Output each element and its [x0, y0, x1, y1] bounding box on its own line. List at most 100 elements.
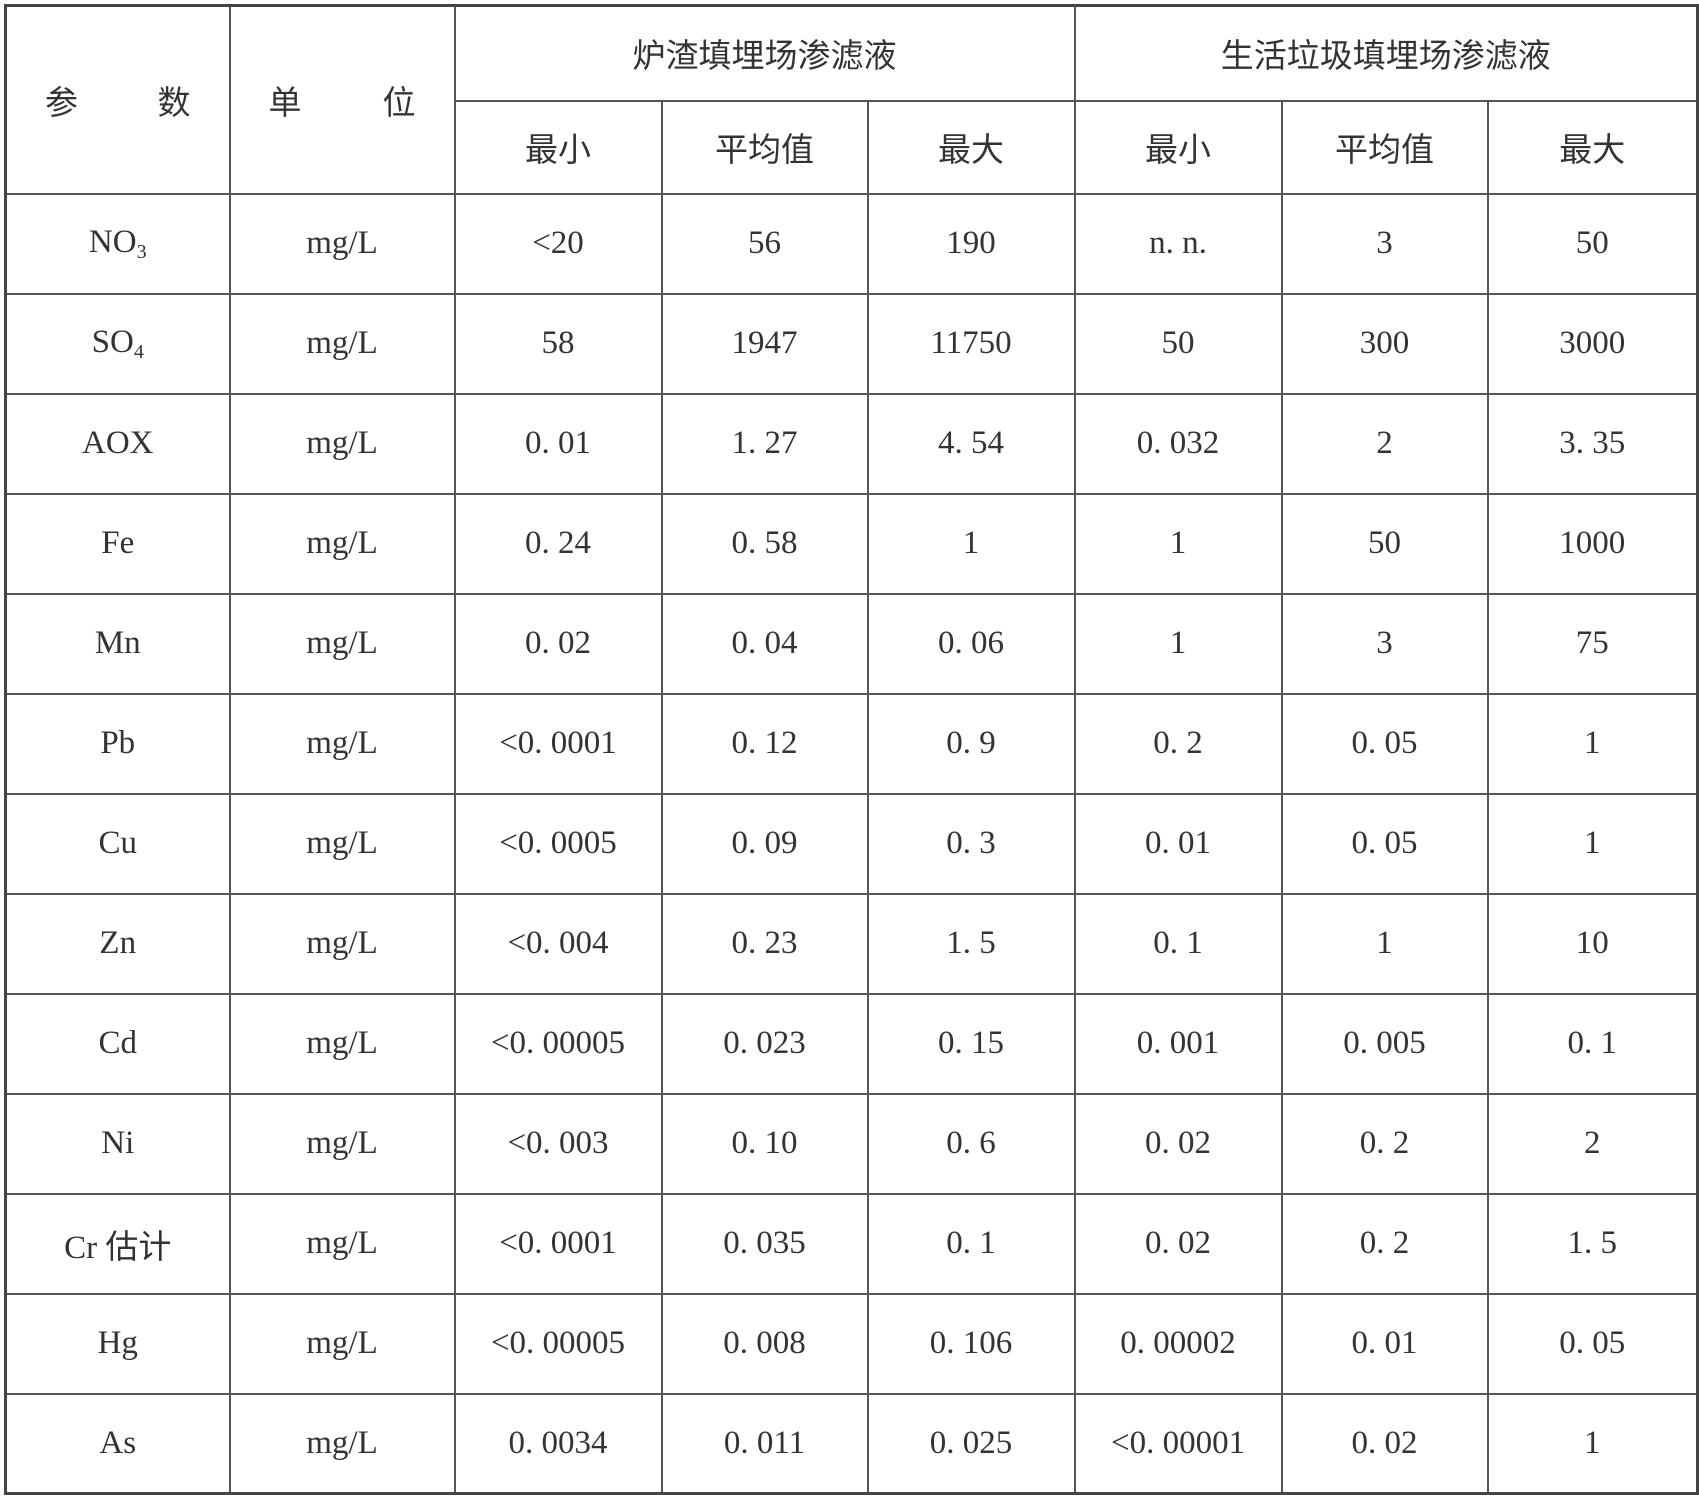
value-cell: 190 [866, 192, 1076, 295]
param-cell: As [4, 1392, 231, 1495]
header-avg: 平均值 [1280, 99, 1489, 195]
unit-cell: mg/L [228, 1392, 456, 1495]
value-cell: 1. 5 [1486, 1192, 1699, 1295]
value-cell: <0. 0001 [453, 692, 663, 795]
value-cell: 0. 008 [660, 1292, 869, 1395]
param-cell: Mn [4, 592, 231, 695]
unit-cell: mg/L [228, 992, 456, 1095]
value-cell: 0. 005 [1280, 992, 1489, 1095]
value-cell: 1. 5 [866, 892, 1076, 995]
value-cell: 1000 [1486, 492, 1699, 595]
value-cell: 0. 04 [660, 592, 869, 695]
value-cell: 0. 9 [866, 692, 1076, 795]
value-cell: 1 [1486, 792, 1699, 895]
param-cell: Cu [4, 792, 231, 895]
value-cell: 0. 06 [866, 592, 1076, 695]
param-cell: AOX [4, 392, 231, 495]
value-cell: 10 [1486, 892, 1699, 995]
header-min: 最小 [1073, 99, 1283, 195]
param-cell: SO4 [4, 292, 231, 395]
value-cell: 50 [1280, 492, 1489, 595]
value-cell: 56 [660, 192, 869, 295]
value-cell: <0. 004 [453, 892, 663, 995]
value-cell: n. n. [1073, 192, 1283, 295]
param-cell: NO3 [4, 192, 231, 295]
value-cell: 0. 12 [660, 692, 869, 795]
value-cell: 0. 00002 [1073, 1292, 1283, 1395]
table-row: SO4 mg/L 58 1947 11750 50 300 3000 [4, 292, 1699, 395]
value-cell: 1 [1280, 892, 1489, 995]
unit-cell: mg/L [228, 792, 456, 895]
unit-cell: mg/L [228, 292, 456, 395]
param-cell: Cd [4, 992, 231, 1095]
unit-cell: mg/L [228, 692, 456, 795]
value-cell: 0. 09 [660, 792, 869, 895]
value-cell: 0. 011 [660, 1392, 869, 1495]
table-row: NO3 mg/L <20 56 190 n. n. 3 50 [4, 192, 1699, 295]
value-cell: 0. 05 [1280, 692, 1489, 795]
param-cell: Cr 估计 [4, 1192, 231, 1295]
value-cell: 3. 35 [1486, 392, 1699, 495]
value-cell: 0. 1 [866, 1192, 1076, 1295]
value-cell: 0. 01 [1073, 792, 1283, 895]
table-row: Pb mg/L <0. 0001 0. 12 0. 9 0. 2 0. 05 1 [4, 692, 1699, 795]
value-cell: 300 [1280, 292, 1489, 395]
param-cell: Pb [4, 692, 231, 795]
value-cell: 11750 [866, 292, 1076, 395]
value-cell: <20 [453, 192, 663, 295]
value-cell: <0. 0005 [453, 792, 663, 895]
value-cell: 1 [1486, 1392, 1699, 1495]
value-cell: <0. 00001 [1073, 1392, 1283, 1495]
value-cell: 4. 54 [866, 392, 1076, 495]
value-cell: 0. 001 [1073, 992, 1283, 1095]
value-cell: 0. 24 [453, 492, 663, 595]
unit-cell: mg/L [228, 1292, 456, 1395]
value-cell: 0. 1 [1486, 992, 1699, 1095]
value-cell: 0. 01 [453, 392, 663, 495]
value-cell: 0. 2 [1073, 692, 1283, 795]
header-msw-landfill: 生活垃圾填埋场渗滤液 [1073, 4, 1699, 102]
header-unit: 单位 [228, 4, 456, 195]
value-cell: 0. 05 [1486, 1292, 1699, 1395]
unit-cell: mg/L [228, 1192, 456, 1295]
header-param: 参数 [4, 4, 231, 195]
value-cell: 75 [1486, 592, 1699, 695]
table-row: Fe mg/L 0. 24 0. 58 1 1 50 1000 [4, 492, 1699, 595]
header-avg: 平均值 [660, 99, 869, 195]
table-row: As mg/L 0. 0034 0. 011 0. 025 <0. 00001 0. 02 1 [4, 1392, 1699, 1495]
value-cell: 1 [1486, 692, 1699, 795]
param-cell: Zn [4, 892, 231, 995]
value-cell: <0. 0001 [453, 1192, 663, 1295]
value-cell: 0. 02 [1073, 1092, 1283, 1195]
table-row: Mn mg/L 0. 02 0. 04 0. 06 1 3 75 [4, 592, 1699, 695]
unit-cell: mg/L [228, 192, 456, 295]
table-row: Cu mg/L <0. 0005 0. 09 0. 3 0. 01 0. 05 1 [4, 792, 1699, 895]
value-cell: 0. 10 [660, 1092, 869, 1195]
unit-cell: mg/L [228, 592, 456, 695]
value-cell: 0. 23 [660, 892, 869, 995]
value-cell: 58 [453, 292, 663, 395]
header-max: 最大 [1486, 99, 1699, 195]
value-cell: 0. 02 [1280, 1392, 1489, 1495]
value-cell: 0. 106 [866, 1292, 1076, 1395]
unit-cell: mg/L [228, 892, 456, 995]
value-cell: 0. 02 [453, 592, 663, 695]
value-cell: 3 [1280, 192, 1489, 295]
param-cell: Fe [4, 492, 231, 595]
value-cell: 2 [1486, 1092, 1699, 1195]
value-cell: 0. 0034 [453, 1392, 663, 1495]
value-cell: 0. 2 [1280, 1192, 1489, 1295]
value-cell: 0. 58 [660, 492, 869, 595]
value-cell: 0. 025 [866, 1392, 1076, 1495]
value-cell: 0. 01 [1280, 1292, 1489, 1395]
value-cell: 2 [1280, 392, 1489, 495]
leachate-table: 参数 单位 炉渣填埋场渗滤液 生活垃圾填埋场渗滤液 最小 平均值 最大 最小 平… [4, 4, 1699, 1495]
table-row: Cr 估计 mg/L <0. 0001 0. 035 0. 1 0. 02 0. 2 1. 5 [4, 1192, 1699, 1295]
header-slag-landfill: 炉渣填埋场渗滤液 [453, 4, 1076, 102]
table-row: AOX mg/L 0. 01 1. 27 4. 54 0. 032 2 3. 35 [4, 392, 1699, 495]
table-row: Zn mg/L <0. 004 0. 23 1. 5 0. 1 1 10 [4, 892, 1699, 995]
value-cell: 1 [1073, 492, 1283, 595]
value-cell: 0. 05 [1280, 792, 1489, 895]
value-cell: 0. 15 [866, 992, 1076, 1095]
